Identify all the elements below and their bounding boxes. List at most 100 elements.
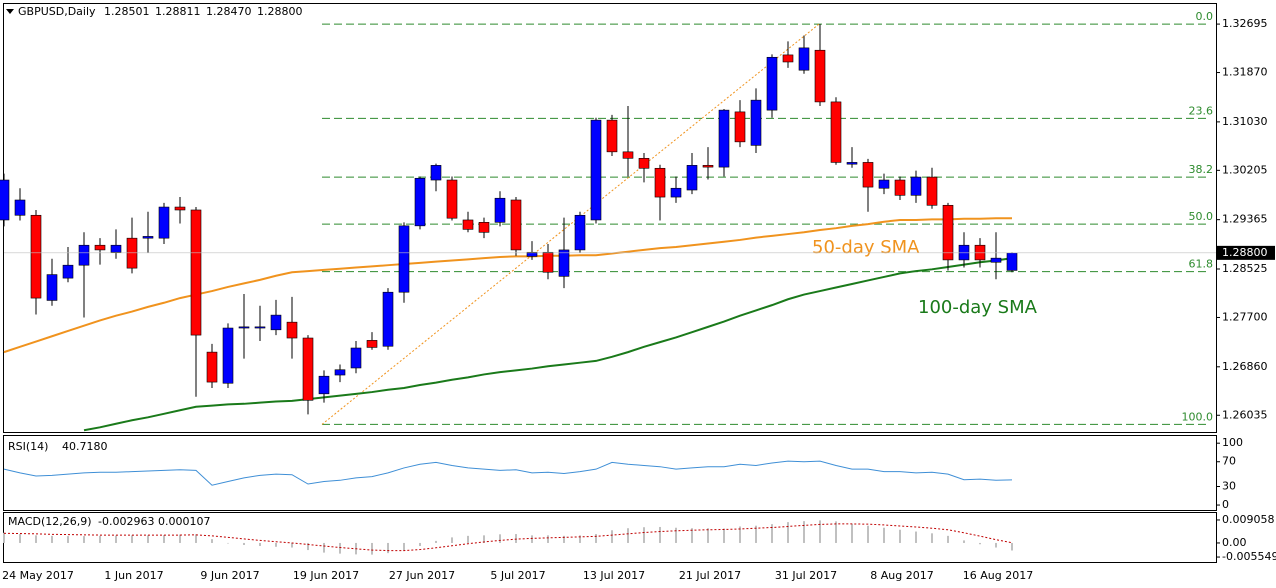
macd-bar <box>643 527 645 543</box>
candle-body <box>670 187 682 198</box>
header-ohlc: 1.28470 <box>206 5 252 18</box>
candle-body <box>606 119 618 153</box>
candle-body <box>350 347 362 369</box>
macd-bar <box>51 535 53 543</box>
candle-body <box>142 236 154 239</box>
candle-body <box>238 326 250 329</box>
macd-bar <box>131 535 133 543</box>
y-tick-label: 0.009058 <box>1222 513 1275 526</box>
candle-body <box>62 264 74 279</box>
y-tick-label: 0 <box>1222 498 1229 511</box>
macd-bar <box>499 534 501 543</box>
macd-bar <box>307 542 309 551</box>
y-tick-label: 100 <box>1222 436 1243 449</box>
macd-bar <box>67 536 69 543</box>
candle-body <box>718 109 730 168</box>
y-tick-label: 1.32695 <box>1222 17 1268 30</box>
macd-bar <box>883 527 885 543</box>
macd-bar <box>931 533 933 543</box>
candle-body <box>174 206 186 211</box>
menu-arrow <box>6 9 14 14</box>
y-tick-label: 1.31030 <box>1222 115 1268 128</box>
candle-body <box>622 151 634 159</box>
candle-body <box>46 274 58 301</box>
candle-body <box>782 54 794 63</box>
macd-bar <box>659 526 661 543</box>
sma-line <box>83 257 1013 432</box>
candle-body <box>590 119 602 221</box>
macd-bar <box>579 535 581 543</box>
macd-bar <box>419 542 421 547</box>
y-tick-label: 1.30205 <box>1222 163 1268 176</box>
macd-bar <box>979 542 981 545</box>
candle-body <box>366 340 378 348</box>
candle-body <box>334 369 346 376</box>
candle-body <box>990 257 1002 263</box>
candle-body <box>926 176 938 206</box>
macd-bar <box>819 520 821 543</box>
last-price-label: 1.28800 <box>1222 246 1268 259</box>
header-symbol: GBPUSD,Daily <box>18 5 96 18</box>
candle-body <box>30 214 42 299</box>
macd-bar <box>35 535 37 543</box>
macd-bar <box>147 535 149 543</box>
macd-bar <box>179 534 181 543</box>
macd-bar <box>515 534 517 543</box>
macd-bar <box>195 534 197 543</box>
macd-bar <box>275 542 277 547</box>
indicator-value: 0.000107 <box>158 515 211 528</box>
macd-bar <box>259 542 261 547</box>
y-tick-label: 1.29365 <box>1222 213 1268 226</box>
macd-bar <box>339 542 341 554</box>
y-tick-label: 30 <box>1222 479 1236 492</box>
macd-bar <box>755 525 757 543</box>
indicator-value: -0.002963 <box>98 515 154 528</box>
x-tick-label: 1 Jun 2017 <box>104 569 163 582</box>
last-price-box <box>1217 245 1275 260</box>
macd-bar <box>899 529 901 543</box>
macd-bar <box>227 542 229 544</box>
candle-body <box>0 179 10 221</box>
y-tick-label: -0.005549 <box>1222 550 1276 563</box>
candle-body <box>446 179 458 219</box>
x-tick-label: 16 Aug 2017 <box>963 569 1033 582</box>
candle-body <box>830 101 842 163</box>
header-ohlc: 1.28501 <box>104 5 150 18</box>
y-tick-label: 1.26860 <box>1222 360 1268 373</box>
candle-body <box>110 244 122 253</box>
candle-body <box>302 337 314 401</box>
macd-signal <box>3 523 1013 552</box>
macd-bar <box>611 530 613 543</box>
header-ohlc: 1.28811 <box>155 5 201 18</box>
macd-bar <box>323 542 325 553</box>
fib-label: 23.6 <box>1189 104 1214 117</box>
candle-body <box>638 157 650 169</box>
candle-body <box>814 49 826 103</box>
candle-body <box>766 56 778 111</box>
candle-body <box>462 219 474 230</box>
macd-bar <box>163 535 165 543</box>
macd-bar <box>483 535 485 543</box>
candle-body <box>1006 252 1018 271</box>
macd-bar <box>451 537 453 543</box>
macd-bar <box>3 532 5 543</box>
fib-label: 61.8 <box>1189 258 1214 271</box>
indicator-title: RSI(14) <box>8 440 48 453</box>
macd-bar <box>595 534 597 543</box>
candle-body <box>254 326 266 329</box>
x-tick-label: 24 May 2017 <box>2 569 74 582</box>
indicator-title: MACD(12,26,9) <box>8 515 92 528</box>
candle-body <box>558 249 570 277</box>
rsi-pane <box>3 435 1217 511</box>
x-tick-label: 21 Jul 2017 <box>679 569 741 582</box>
macd-bar <box>371 542 373 555</box>
y-tick-label: 0.00 <box>1222 536 1247 549</box>
macd-bar <box>675 527 677 543</box>
candle-body <box>398 225 410 293</box>
x-tick-label: 19 Jun 2017 <box>293 569 359 582</box>
macd-bar <box>403 542 405 551</box>
candle-body <box>846 162 858 165</box>
macd-bar <box>211 539 213 543</box>
